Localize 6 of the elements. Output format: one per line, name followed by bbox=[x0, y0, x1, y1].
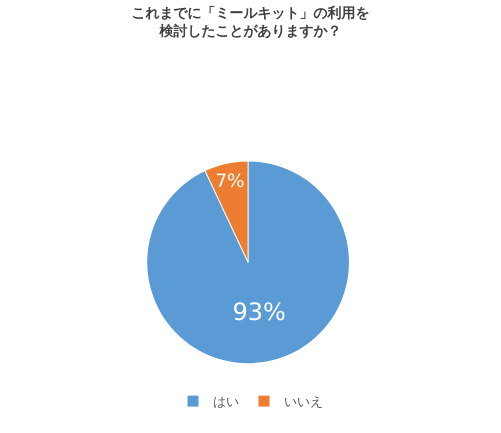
data-label: 93% bbox=[232, 298, 286, 326]
pie-slice bbox=[146, 160, 350, 364]
data-label: 7% bbox=[215, 171, 245, 192]
chart-title: これまでに「ミールキット」の利用を検討したことがありますか？ bbox=[132, 5, 370, 40]
legend-label: はい bbox=[213, 395, 239, 410]
legend-label: いいえ bbox=[284, 395, 323, 410]
